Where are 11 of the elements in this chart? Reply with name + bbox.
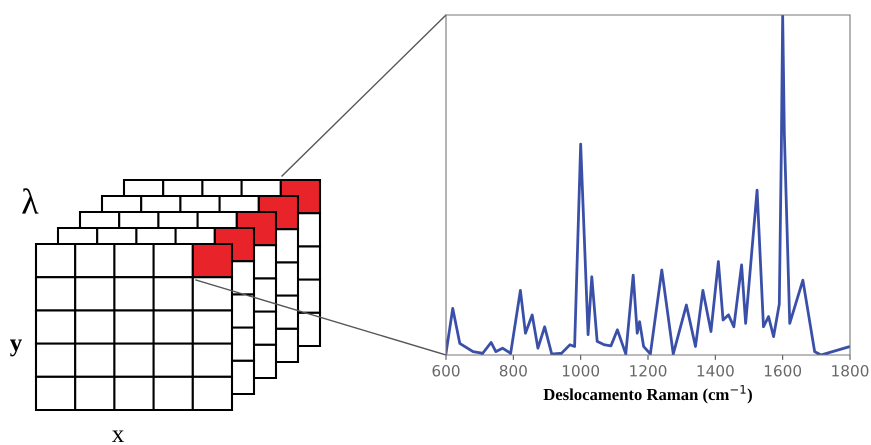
x-tick-label: 800 — [500, 364, 527, 377]
x-tick-label: 600 — [432, 364, 460, 377]
x-tick-label: 1600 — [764, 364, 802, 377]
text: x — [112, 430, 124, 442]
x-axis-title: Deslocamento Raman (cm$^{−1}$) — [544, 385, 752, 404]
text: λ — [22, 188, 39, 214]
x-tick-label: 1800 — [832, 364, 868, 377]
x-tick-label: 1200 — [630, 364, 666, 377]
x-tick-label: 1400 — [698, 364, 734, 377]
text: y — [10, 339, 22, 356]
x-tick-label: 1000 — [562, 364, 600, 377]
